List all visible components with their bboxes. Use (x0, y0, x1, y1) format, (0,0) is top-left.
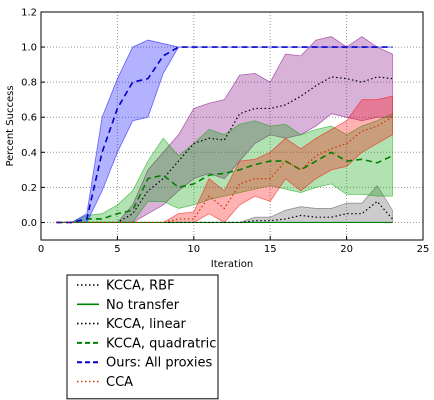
legend-label: KCCA, linear (106, 317, 187, 332)
legend-label: KCCA, quadratric (106, 336, 216, 351)
y-tick-label: 0.2 (21, 183, 37, 194)
plot-frame (40, 11, 424, 241)
legend-box (66, 274, 219, 400)
line-series-4 (56, 46, 393, 224)
y-tick-label: 0.6 (21, 113, 37, 124)
y-tick-label: 1.2 (21, 8, 37, 19)
band-series-4 (56, 39, 393, 223)
series-lines (56, 46, 393, 224)
y-tick-label: 0.0 (21, 218, 37, 229)
legend-label: CCA (106, 375, 133, 390)
band-series-0 (56, 36, 393, 223)
axis-ticks: 0 5 10 15 20 25 0.0 0.2 0.4 0.6 0.8 1.0 1.2 (21, 8, 429, 256)
y-tick-label: 0.8 (21, 78, 37, 89)
y-axis-title: Percent Success (5, 85, 16, 166)
line-series-5 (56, 116, 393, 224)
x-tick-label: 10 (187, 244, 200, 255)
x-tick-label: 20 (340, 244, 353, 255)
x-tick-label: 0 (38, 244, 44, 255)
y-tick-label: 1.0 (21, 43, 37, 54)
x-tick-label: 15 (264, 244, 277, 255)
legend-label: KCCA, RBF (106, 279, 175, 294)
x-tick-label: 25 (417, 244, 430, 255)
y-tick-label: 0.4 (21, 148, 37, 159)
x-axis-title: Iteration (211, 259, 253, 270)
x-tick-label: 5 (114, 244, 120, 255)
confidence-bands (56, 36, 393, 223)
legend-label: No transfer (106, 298, 180, 313)
legend: KCCA, RBF No transfer KCCA, linear KCCA, qu… (66, 274, 219, 400)
legend-label: Ours: All proxies (106, 356, 213, 371)
